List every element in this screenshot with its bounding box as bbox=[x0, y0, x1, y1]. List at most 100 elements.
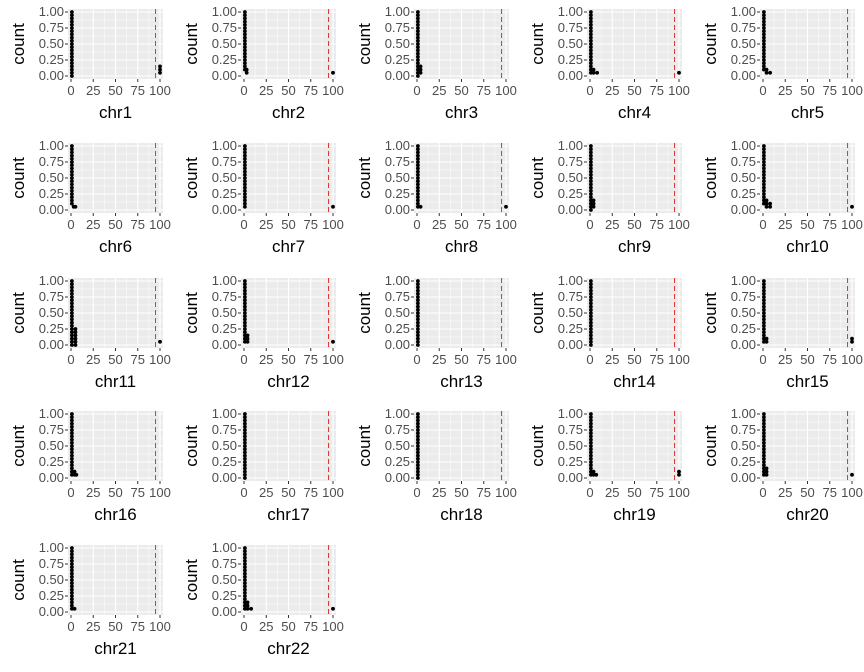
y-tick-label: 0.25 bbox=[731, 52, 756, 67]
y-axis-title: count bbox=[182, 157, 201, 199]
data-point bbox=[761, 279, 766, 283]
data-point bbox=[588, 22, 593, 27]
data-point bbox=[415, 440, 420, 445]
data-point bbox=[69, 35, 74, 40]
data-point bbox=[69, 172, 74, 177]
data-point bbox=[415, 198, 420, 203]
data-point bbox=[761, 176, 766, 180]
data-point bbox=[761, 444, 766, 448]
x-tick-label: 25 bbox=[86, 352, 100, 367]
data-point bbox=[761, 163, 766, 168]
data-point bbox=[242, 330, 247, 335]
data-point bbox=[242, 463, 247, 468]
facet-panel-chr14: 0.000.250.500.751.00 0 25 50 75 100 count chr14 bbox=[528, 273, 690, 391]
x-tick-label: 75 bbox=[650, 485, 664, 500]
data-point bbox=[415, 291, 420, 296]
x-tick-label: 0 bbox=[240, 352, 247, 367]
data-point bbox=[588, 317, 593, 322]
data-point bbox=[418, 67, 423, 72]
x-tick-label: 0 bbox=[240, 217, 247, 232]
y-axis-title: count bbox=[701, 425, 720, 467]
data-point bbox=[242, 169, 247, 174]
y-tick-label: 1.00 bbox=[731, 138, 756, 153]
y-tick-label: 0.50 bbox=[212, 36, 237, 51]
y-tick-label: 0.25 bbox=[558, 186, 583, 201]
data-point bbox=[69, 45, 74, 50]
data-point bbox=[761, 421, 766, 426]
data-point bbox=[761, 333, 766, 338]
data-point bbox=[242, 295, 247, 299]
x-axis-title: chr10 bbox=[786, 237, 829, 256]
data-point bbox=[415, 421, 420, 426]
y-tick-label: 1.00 bbox=[731, 406, 756, 421]
x-tick-label: 50 bbox=[800, 485, 814, 500]
data-point bbox=[69, 431, 74, 436]
y-tick-label: 0.50 bbox=[385, 36, 410, 51]
data-point bbox=[415, 182, 420, 187]
x-tick-label: 75 bbox=[477, 217, 491, 232]
data-point bbox=[761, 67, 766, 72]
data-point bbox=[588, 195, 593, 200]
data-point bbox=[588, 307, 593, 312]
data-point bbox=[764, 472, 769, 477]
data-point bbox=[69, 590, 74, 595]
data-point bbox=[244, 70, 249, 75]
data-point bbox=[331, 339, 335, 344]
x-tick-label: 50 bbox=[108, 352, 122, 367]
x-tick-label: 25 bbox=[605, 352, 619, 367]
data-point bbox=[69, 188, 74, 193]
data-point bbox=[588, 169, 593, 174]
data-point bbox=[415, 472, 420, 477]
facet-panel-chr16: 0.000.250.500.751.00 0 25 50 75 100 count chr16 bbox=[9, 406, 171, 524]
data-point bbox=[415, 188, 420, 193]
y-tick-label: 1.00 bbox=[212, 138, 237, 153]
data-point bbox=[415, 13, 420, 18]
data-point bbox=[588, 182, 593, 187]
x-tick-label: 0 bbox=[67, 217, 74, 232]
data-point bbox=[761, 447, 766, 452]
data-point bbox=[242, 198, 247, 203]
x-tick-label: 100 bbox=[322, 83, 344, 98]
facet-panel-chr6: 0.000.250.500.751.00 0 25 50 75 100 count chr6 bbox=[9, 138, 171, 256]
data-point bbox=[242, 51, 247, 56]
data-point bbox=[69, 584, 74, 589]
data-point bbox=[73, 204, 78, 209]
data-point bbox=[588, 150, 593, 155]
x-tick-label: 25 bbox=[259, 217, 273, 232]
data-point bbox=[69, 179, 74, 184]
data-point bbox=[242, 195, 247, 200]
data-point bbox=[69, 578, 74, 582]
y-tick-label: 0.50 bbox=[731, 305, 756, 320]
y-tick-label: 1.00 bbox=[212, 540, 237, 555]
data-point bbox=[504, 204, 508, 209]
data-point bbox=[242, 549, 247, 554]
data-point bbox=[588, 450, 593, 455]
x-axis-title: chr18 bbox=[440, 505, 483, 524]
data-point bbox=[245, 333, 250, 338]
data-point bbox=[761, 48, 766, 53]
data-point bbox=[415, 70, 420, 75]
data-point bbox=[761, 453, 766, 458]
data-point bbox=[158, 67, 162, 72]
data-point bbox=[588, 29, 593, 34]
x-tick-label: 50 bbox=[800, 83, 814, 98]
data-point bbox=[69, 456, 74, 461]
data-point bbox=[69, 298, 74, 303]
y-tick-label: 0.25 bbox=[731, 321, 756, 336]
data-point bbox=[158, 64, 162, 69]
data-point bbox=[69, 415, 74, 420]
x-tick-label: 25 bbox=[86, 485, 100, 500]
y-tick-label: 0.50 bbox=[558, 305, 583, 320]
data-point bbox=[768, 70, 773, 75]
data-point bbox=[242, 42, 247, 46]
data-point bbox=[415, 166, 420, 171]
data-point bbox=[242, 466, 247, 471]
data-point bbox=[415, 54, 420, 59]
data-point bbox=[761, 160, 766, 164]
data-point bbox=[242, 476, 247, 480]
data-point bbox=[242, 13, 247, 18]
y-tick-label: 0.00 bbox=[731, 68, 756, 83]
data-point bbox=[588, 10, 593, 14]
data-point bbox=[588, 188, 593, 193]
data-point bbox=[761, 153, 766, 158]
